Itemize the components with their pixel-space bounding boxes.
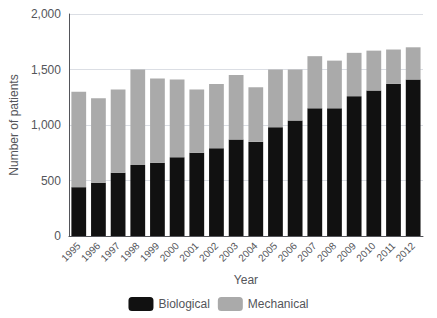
svg-text:1,000: 1,000: [31, 118, 61, 132]
svg-text:2011: 2011: [374, 240, 397, 263]
svg-text:1997: 1997: [99, 240, 123, 264]
svg-text:2010: 2010: [354, 240, 378, 264]
svg-text:1996: 1996: [79, 240, 103, 264]
svg-text:Biological: Biological: [158, 297, 209, 311]
svg-text:2003: 2003: [217, 240, 241, 264]
svg-text:2001: 2001: [177, 240, 201, 264]
svg-text:1998: 1998: [118, 240, 142, 264]
svg-text:2000: 2000: [158, 240, 182, 264]
svg-text:500: 500: [41, 174, 61, 188]
svg-text:Mechanical: Mechanical: [248, 297, 309, 311]
svg-text:2008: 2008: [315, 240, 339, 264]
svg-text:1,500: 1,500: [31, 63, 61, 77]
svg-text:1999: 1999: [138, 240, 162, 264]
svg-text:2002: 2002: [197, 240, 221, 264]
svg-text:2007: 2007: [295, 240, 319, 264]
svg-text:0: 0: [54, 229, 61, 243]
svg-text:2005: 2005: [256, 240, 280, 264]
svg-text:Year: Year: [234, 273, 258, 287]
svg-text:1995: 1995: [59, 240, 83, 264]
svg-text:2009: 2009: [335, 240, 359, 264]
svg-text:2004: 2004: [236, 240, 260, 264]
svg-text:2012: 2012: [394, 240, 418, 264]
svg-text:2006: 2006: [276, 240, 300, 264]
svg-text:2,000: 2,000: [31, 7, 61, 21]
svg-text:Number of patients: Number of patients: [7, 74, 21, 175]
